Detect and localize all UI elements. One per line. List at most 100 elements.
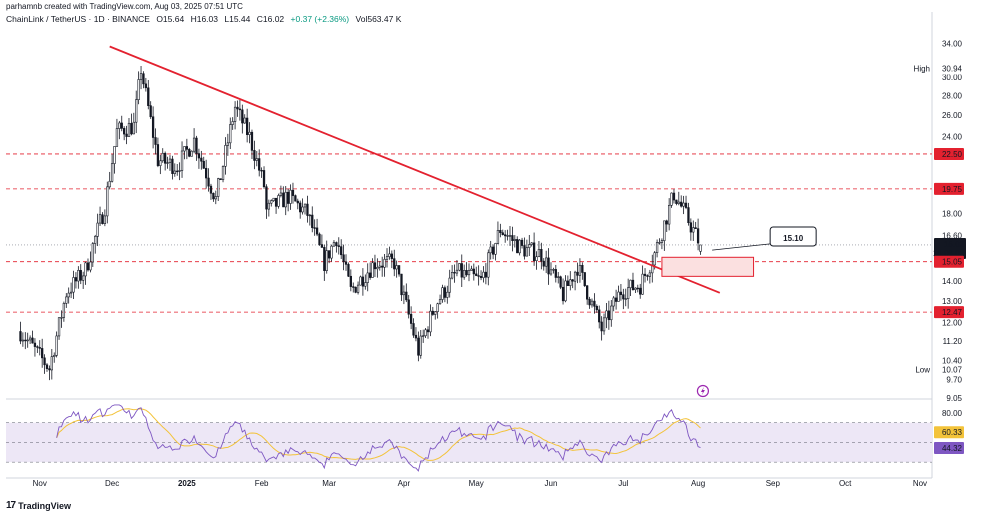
candle bbox=[453, 264, 456, 283]
candle-body bbox=[564, 280, 567, 302]
candle-body bbox=[590, 300, 594, 306]
candle-body bbox=[361, 276, 365, 287]
candle-body bbox=[229, 124, 232, 144]
candle-body bbox=[467, 270, 471, 276]
candle-body bbox=[318, 233, 321, 245]
candle-body bbox=[188, 149, 191, 157]
price-label-value: 15.05 bbox=[942, 258, 963, 267]
candle bbox=[665, 219, 668, 232]
candle bbox=[545, 250, 548, 274]
candle-body bbox=[337, 245, 340, 247]
candle bbox=[248, 122, 251, 144]
candle-body bbox=[364, 282, 367, 287]
candle bbox=[161, 148, 164, 163]
candle-body bbox=[639, 287, 642, 295]
candle bbox=[643, 268, 647, 283]
candle bbox=[147, 80, 150, 110]
candle bbox=[217, 177, 220, 201]
candle-body bbox=[682, 202, 685, 207]
candle-body bbox=[409, 313, 413, 324]
candle bbox=[132, 112, 135, 135]
candle bbox=[419, 330, 422, 359]
candle bbox=[622, 288, 625, 310]
candle bbox=[588, 296, 591, 309]
candle bbox=[303, 203, 307, 215]
candle-body bbox=[438, 299, 442, 305]
candle-body bbox=[516, 239, 519, 254]
price-label-bg bbox=[935, 363, 963, 376]
price-label-last bbox=[934, 237, 966, 259]
candle-body bbox=[508, 235, 512, 237]
price-tick: 9.70 bbox=[946, 375, 962, 384]
candle bbox=[475, 266, 478, 277]
candle-body bbox=[552, 269, 555, 271]
candle bbox=[72, 270, 75, 300]
candle-body bbox=[448, 277, 451, 293]
candle-body bbox=[453, 272, 456, 274]
candle bbox=[566, 275, 570, 286]
candle-body bbox=[429, 310, 432, 333]
candle bbox=[154, 128, 157, 155]
candle-body bbox=[549, 269, 553, 275]
candle-body bbox=[94, 236, 97, 244]
candle bbox=[381, 256, 384, 277]
candle-body bbox=[26, 339, 29, 342]
symbol-name[interactable]: ChainLink / TetherUS · 1D · BINANCE bbox=[6, 14, 150, 24]
candle bbox=[371, 258, 374, 278]
candle bbox=[646, 274, 649, 281]
symbol-legend[interactable]: ChainLink / TetherUS · 1D · BINANCE O15.… bbox=[6, 14, 405, 24]
time-tick: Mar bbox=[322, 479, 336, 488]
candle bbox=[115, 118, 119, 147]
callout-label: 15.10 bbox=[783, 234, 804, 243]
candle bbox=[354, 286, 357, 294]
candle bbox=[337, 237, 340, 255]
candle bbox=[166, 156, 169, 169]
candle bbox=[241, 104, 244, 134]
candle bbox=[149, 101, 152, 119]
candle bbox=[139, 66, 143, 90]
candle-body bbox=[571, 279, 574, 282]
candle bbox=[219, 178, 222, 181]
candle bbox=[207, 168, 210, 192]
candle bbox=[277, 193, 280, 209]
candle bbox=[205, 159, 208, 189]
candle-body bbox=[209, 185, 213, 194]
volume-value: Vol563.47 K bbox=[355, 14, 402, 24]
candle-body bbox=[267, 202, 270, 210]
candle bbox=[192, 128, 196, 154]
candle bbox=[62, 301, 66, 322]
candle-body bbox=[569, 279, 572, 286]
candle bbox=[535, 251, 538, 270]
candle-body bbox=[677, 201, 680, 204]
candle-body bbox=[525, 247, 529, 257]
candle bbox=[400, 273, 403, 302]
rsi-ma-line bbox=[56, 408, 701, 461]
candle-body bbox=[381, 265, 384, 268]
candle-body bbox=[602, 317, 606, 332]
tradingview-brand[interactable]: 17 TradingView bbox=[6, 500, 71, 511]
candle bbox=[390, 250, 393, 269]
candle bbox=[74, 272, 78, 289]
candle-body bbox=[219, 178, 222, 181]
candle-body bbox=[74, 277, 78, 282]
candle-body bbox=[619, 291, 623, 295]
candle-body bbox=[477, 275, 480, 277]
candle-body bbox=[397, 265, 401, 275]
candle-body bbox=[38, 347, 41, 349]
candle-body bbox=[323, 247, 326, 271]
candle bbox=[267, 199, 270, 217]
candle-body bbox=[127, 122, 131, 137]
price-tick: 10.40 bbox=[942, 357, 963, 366]
candle-body bbox=[86, 262, 90, 271]
candle bbox=[335, 241, 338, 253]
candle bbox=[422, 329, 425, 343]
candle-body bbox=[366, 272, 369, 283]
candle-body bbox=[67, 292, 70, 298]
candle bbox=[176, 164, 179, 176]
candle bbox=[663, 220, 666, 251]
candle-body bbox=[554, 269, 557, 278]
candle-body bbox=[130, 122, 133, 135]
candle bbox=[629, 279, 632, 296]
candle bbox=[65, 293, 68, 308]
